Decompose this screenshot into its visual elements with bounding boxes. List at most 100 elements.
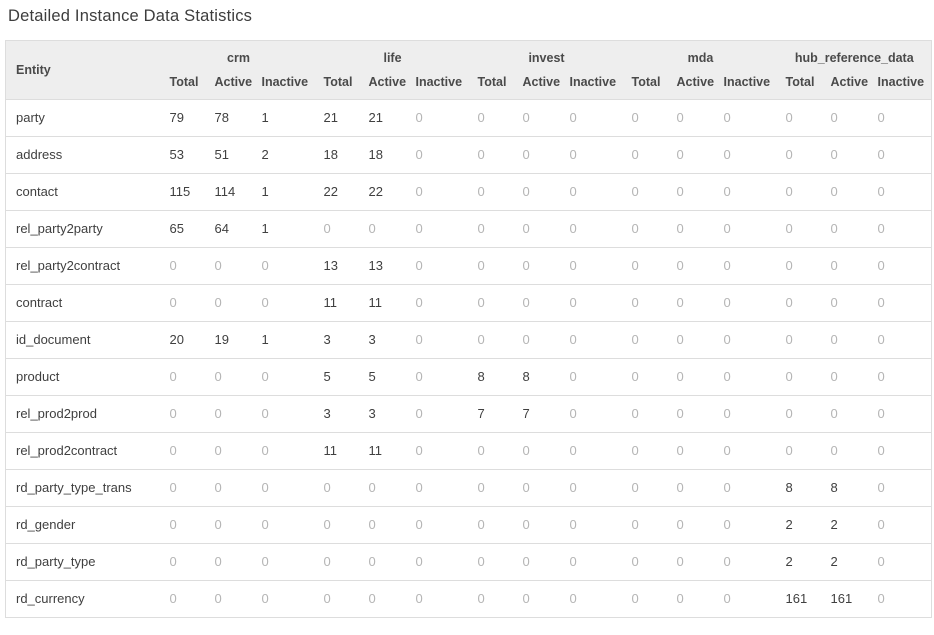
table-row-address: address 53 51 2 18 18 0 0 0 0 0 0 0 0 0 0 [5, 136, 932, 174]
value-cell-crm-active: 0 [206, 469, 254, 507]
value-cell-mda-total: 0 [623, 284, 669, 322]
instance-data-statistics-table: Entity crm life invest mda hub_reference_dat… [5, 40, 933, 618]
value-cell-crm-total: 20 [161, 321, 207, 359]
value-cell-life-active: 3 [360, 321, 408, 359]
value-cell-hub_reference_data-total: 0 [777, 247, 823, 285]
entity-cell: contract [5, 284, 162, 322]
value-cell-invest-total: 8 [469, 358, 515, 396]
sub-header-crm-total: Total [161, 71, 207, 100]
value-cell-hub_reference_data-active: 0 [822, 358, 870, 396]
value-cell-hub_reference_data-total: 0 [777, 284, 823, 322]
value-cell-crm-total: 0 [161, 506, 207, 544]
value-cell-invest-inactive: 0 [561, 99, 624, 137]
value-cell-crm-active: 0 [206, 395, 254, 433]
value-cell-hub_reference_data-total: 0 [777, 358, 823, 396]
value-cell-hub_reference_data-inactive: 0 [869, 580, 932, 618]
value-cell-crm-inactive: 0 [253, 469, 316, 507]
value-cell-crm-active: 0 [206, 543, 254, 581]
value-cell-invest-active: 0 [514, 543, 562, 581]
value-cell-life-inactive: 0 [407, 210, 470, 248]
value-cell-hub_reference_data-active: 2 [822, 506, 870, 544]
sub-header-mda-total: Total [623, 71, 669, 100]
value-cell-mda-total: 0 [623, 247, 669, 285]
value-cell-crm-active: 0 [206, 284, 254, 322]
value-cell-mda-active: 0 [668, 247, 716, 285]
value-cell-hub_reference_data-active: 0 [822, 247, 870, 285]
value-cell-life-active: 21 [360, 99, 408, 137]
value-cell-hub_reference_data-inactive: 0 [869, 99, 932, 137]
value-cell-invest-total: 0 [469, 321, 515, 359]
value-cell-life-active: 3 [360, 395, 408, 433]
sub-header-life-total: Total [315, 71, 361, 100]
sub-header-life-active: Active [360, 71, 408, 100]
value-cell-mda-active: 0 [668, 543, 716, 581]
value-cell-life-active: 0 [360, 580, 408, 618]
sub-header-row: Total Active Inactive Total Active Inactive To… [6, 71, 932, 100]
value-cell-invest-active: 0 [514, 247, 562, 285]
value-cell-mda-total: 0 [623, 358, 669, 396]
value-cell-hub_reference_data-total: 0 [777, 99, 823, 137]
value-cell-mda-inactive: 0 [715, 580, 778, 618]
value-cell-life-inactive: 0 [407, 469, 470, 507]
value-cell-invest-active: 0 [514, 210, 562, 248]
table-body: party 79 78 1 21 21 0 0 0 0 0 0 0 0 0 0 address 53 51 2 18 18… [5, 99, 932, 618]
value-cell-mda-total: 0 [623, 543, 669, 581]
value-cell-mda-inactive: 0 [715, 469, 778, 507]
value-cell-mda-total: 0 [623, 506, 669, 544]
sub-header-crm-active: Active [206, 71, 254, 100]
value-cell-hub_reference_data-total: 2 [777, 543, 823, 581]
value-cell-invest-inactive: 0 [561, 284, 624, 322]
group-header-hub_reference_data: hub_reference_data [777, 40, 932, 71]
entity-cell: product [5, 358, 162, 396]
value-cell-crm-total: 0 [161, 580, 207, 618]
value-cell-life-total: 0 [315, 506, 361, 544]
value-cell-life-active: 0 [360, 506, 408, 544]
value-cell-invest-total: 0 [469, 210, 515, 248]
table-row-product: product 0 0 0 5 5 0 8 8 0 0 0 0 0 0 0 [5, 358, 932, 396]
group-header-crm: crm [161, 40, 316, 71]
entity-cell: rd_party_type_trans [5, 469, 162, 507]
value-cell-invest-active: 0 [514, 506, 562, 544]
value-cell-crm-total: 53 [161, 136, 207, 174]
table-row-rd_gender: rd_gender 0 0 0 0 0 0 0 0 0 0 0 0 2 2 0 [5, 506, 932, 544]
value-cell-invest-total: 0 [469, 99, 515, 137]
sub-header-invest-active: Active [514, 71, 562, 100]
value-cell-mda-total: 0 [623, 580, 669, 618]
value-cell-life-total: 0 [315, 210, 361, 248]
value-cell-mda-total: 0 [623, 173, 669, 211]
value-cell-crm-total: 0 [161, 469, 207, 507]
value-cell-life-inactive: 0 [407, 506, 470, 544]
value-cell-crm-total: 0 [161, 432, 207, 470]
value-cell-invest-active: 0 [514, 136, 562, 174]
group-header-life: life [315, 40, 470, 71]
value-cell-mda-inactive: 0 [715, 395, 778, 433]
value-cell-hub_reference_data-total: 0 [777, 136, 823, 174]
value-cell-crm-inactive: 0 [253, 432, 316, 470]
table-row-rel_prod2prod: rel_prod2prod 0 0 0 3 3 0 7 7 0 0 0 0 0 0 0 [5, 395, 932, 433]
value-cell-life-inactive: 0 [407, 395, 470, 433]
value-cell-hub_reference_data-active: 0 [822, 432, 870, 470]
value-cell-life-inactive: 0 [407, 432, 470, 470]
value-cell-hub_reference_data-inactive: 0 [869, 284, 932, 322]
value-cell-hub_reference_data-inactive: 0 [869, 247, 932, 285]
value-cell-invest-total: 0 [469, 432, 515, 470]
value-cell-hub_reference_data-inactive: 0 [869, 210, 932, 248]
value-cell-hub_reference_data-active: 0 [822, 284, 870, 322]
value-cell-hub_reference_data-total: 2 [777, 506, 823, 544]
value-cell-crm-active: 51 [206, 136, 254, 174]
value-cell-life-active: 22 [360, 173, 408, 211]
value-cell-hub_reference_data-active: 161 [822, 580, 870, 618]
value-cell-mda-inactive: 0 [715, 432, 778, 470]
value-cell-hub_reference_data-total: 0 [777, 432, 823, 470]
value-cell-crm-active: 0 [206, 432, 254, 470]
value-cell-mda-active: 0 [668, 173, 716, 211]
value-cell-mda-active: 0 [668, 580, 716, 618]
value-cell-invest-active: 0 [514, 99, 562, 137]
value-cell-mda-inactive: 0 [715, 358, 778, 396]
value-cell-hub_reference_data-total: 0 [777, 173, 823, 211]
value-cell-life-inactive: 0 [407, 136, 470, 174]
value-cell-crm-inactive: 0 [253, 580, 316, 618]
value-cell-invest-inactive: 0 [561, 469, 624, 507]
value-cell-life-total: 21 [315, 99, 361, 137]
value-cell-mda-active: 0 [668, 506, 716, 544]
